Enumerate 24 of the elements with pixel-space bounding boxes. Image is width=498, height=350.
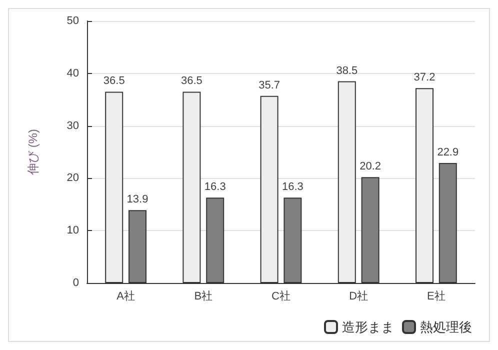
data-label: 16.3 (204, 181, 226, 194)
y-tick-label: 30 (66, 120, 79, 132)
x-tick-label: E社 (427, 290, 446, 302)
data-label: 36.5 (180, 75, 202, 88)
data-label: 13.9 (126, 194, 148, 206)
data-label: 37.2 (414, 72, 436, 84)
legend-label: 造形まま (342, 320, 394, 334)
x-tick-label: C社 (272, 290, 290, 302)
y-tick-label: 40 (66, 67, 79, 80)
data-label: 38.5 (336, 64, 358, 77)
y-axis-title: 伸び (%) (26, 129, 40, 176)
y-tick-label: 10 (66, 224, 79, 237)
x-tick-label: A社 (116, 290, 135, 302)
y-tick-label: 0 (72, 277, 79, 289)
data-label: 36.5 (103, 75, 125, 88)
data-label: 20.2 (360, 160, 382, 173)
data-label: 22.9 (437, 146, 459, 159)
data-label: 16.3 (282, 181, 304, 194)
y-tick-label: 50 (66, 15, 79, 27)
data-label: 35.7 (258, 79, 280, 92)
x-tick-label: D社 (349, 290, 368, 302)
x-tick-label: B社 (194, 290, 213, 302)
y-tick-label: 20 (66, 172, 79, 184)
legend-label: 熱処理後 (420, 320, 472, 334)
